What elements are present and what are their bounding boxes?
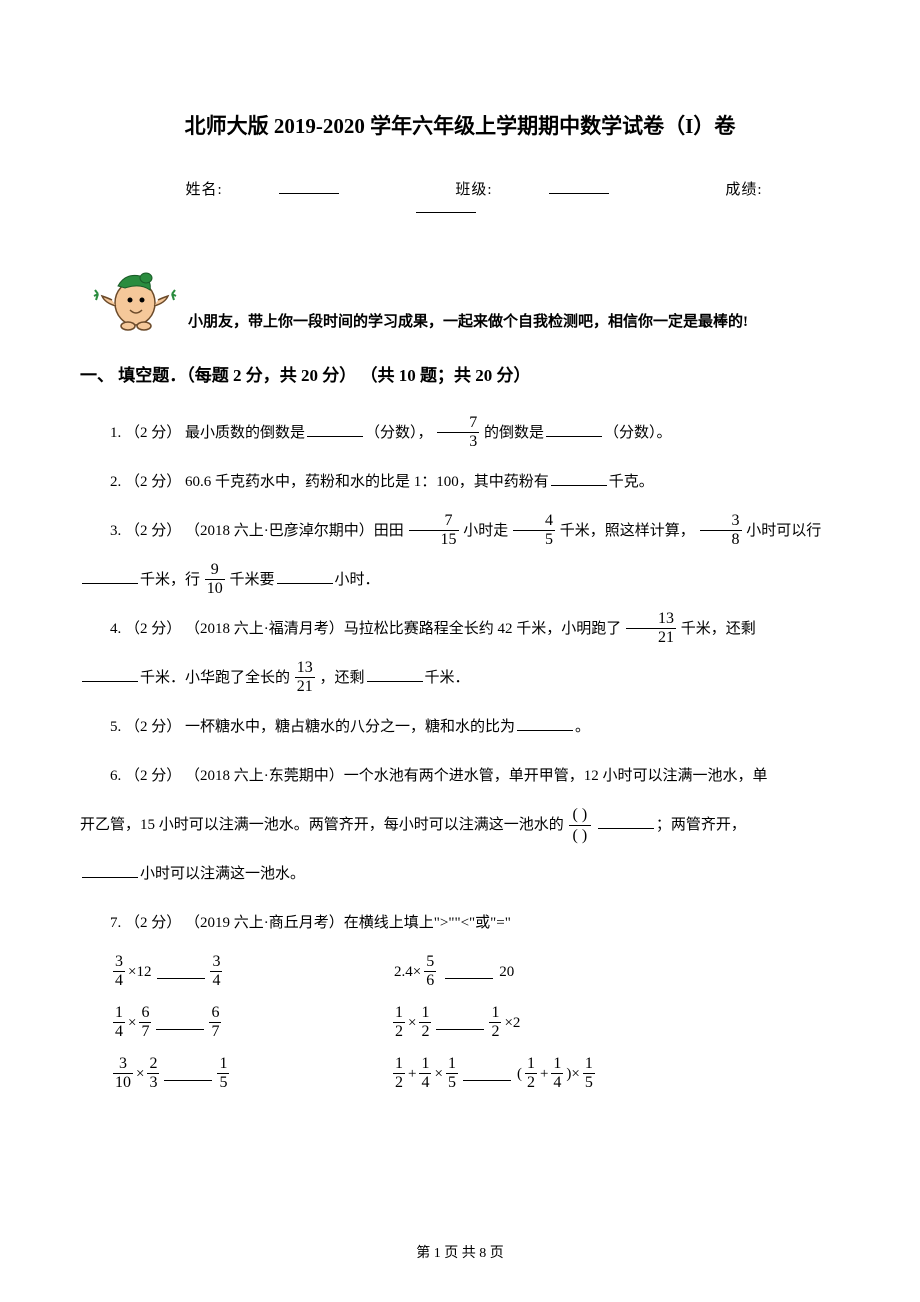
q4-blank-1: [82, 668, 138, 682]
cmp-2-left: 14 × 67 67: [112, 1006, 392, 1041]
cmp-3-right: 12 + 14 × 15 ( 12 + 14 )× 15: [392, 1057, 596, 1092]
question-6-cont2: 小时可以注满这一池水。: [80, 855, 840, 894]
encourage-text: 小朋友，带上你一段时间的学习成果，一起来做个自我检测吧，相信你一定是最棒的!: [180, 310, 748, 333]
compare-row-1: 34 ×12 34 2.4× 56 20: [112, 955, 840, 990]
q3-blank-2: [277, 570, 333, 584]
cmp-blank-2l: [156, 1018, 204, 1030]
cmp-blank-1r: [445, 967, 493, 979]
cmp-blank-3r: [463, 1069, 511, 1081]
question-5: 5. （2 分） 一杯糖水中，糖占糖水的八分之一，糖和水的比为。: [80, 708, 840, 747]
question-7: 7. （2 分） （2019 六上·商丘月考）在横线上填上">""<"或"=": [80, 904, 840, 943]
question-6: 6. （2 分） （2018 六上·东莞期中）一个水池有两个进水管，单开甲管，1…: [80, 757, 840, 796]
question-6-cont1: 开乙管，15 小时可以注满一池水。两管齐开，每小时可以注满这一池水的 ( )( …: [80, 806, 840, 845]
question-1: 1. （2 分） 最小质数的倒数是（分数）， 73 的倒数是（分数）。: [80, 414, 840, 453]
cmp-blank-3l: [164, 1069, 212, 1081]
question-3-cont: 千米，行 910 千米要小时．: [80, 561, 840, 600]
score-blank: [416, 199, 476, 213]
q6-blank-1: [598, 815, 654, 829]
cmp-2-right: 12 × 12 12 ×2: [392, 1006, 522, 1041]
compare-row-3: 310 × 23 15 12 + 14 × 15 ( 12 + 14 )× 15: [112, 1057, 840, 1092]
question-3: 3. （2 分） （2018 六上·巴彦淖尔期中）田田 715 小时走 45 千…: [80, 512, 840, 551]
class-label: 班级:: [427, 182, 636, 198]
cmp-3-left: 310 × 23 15: [112, 1057, 392, 1092]
q5-blank-1: [517, 717, 573, 731]
q4-frac-1: 1321: [626, 611, 676, 646]
q3-frac-4: 910: [205, 562, 225, 597]
cmp-1-right: 2.4× 56 20: [392, 955, 516, 990]
q3-frac-1: 715: [409, 513, 459, 548]
exam-title: 北师大版 2019-2020 学年六年级上学期期中数学试卷（I）卷: [80, 110, 840, 140]
q1-blank-1: [307, 423, 363, 437]
cmp-blank-2r: [436, 1018, 484, 1030]
q6-blank-2: [82, 864, 138, 878]
q1-blank-2: [546, 423, 602, 437]
page-footer: 第 1 页 共 8 页: [0, 1242, 920, 1262]
question-2: 2. （2 分） 60.6 千克药水中，药粉和水的比是 1：100，其中药粉有千…: [80, 463, 840, 502]
question-4-cont: 千米．小华跑了全长的 1321 ，还剩千米．: [80, 659, 840, 698]
q3-frac-2: 45: [513, 513, 555, 548]
name-label: 姓名:: [157, 182, 366, 198]
name-blank: [279, 180, 339, 194]
section-1-title: 一、 填空题．（每题 2 分，共 20 分） （共 10 题；共 20 分）: [80, 361, 840, 386]
q3-frac-3: 38: [700, 513, 742, 548]
student-info-row: 姓名: 班级: 成绩:: [80, 178, 840, 218]
mascot-section: 小朋友，带上你一段时间的学习成果，一起来做个自我检测吧，相信你一定是最棒的!: [80, 258, 840, 333]
q4-frac-2: 1321: [295, 660, 315, 695]
question-4: 4. （2 分） （2018 六上·福清月考）马拉松比赛路程全长约 42 千米，…: [80, 610, 840, 649]
cmp-blank-1l: [157, 967, 205, 979]
class-blank: [549, 180, 609, 194]
cmp-1-left: 34 ×12 34: [112, 955, 392, 990]
q4-blank-2: [367, 668, 423, 682]
q6-frac-paren: ( )( ): [569, 807, 592, 844]
mascot-icon: [90, 258, 180, 333]
q1-frac-1: 73: [437, 415, 479, 450]
compare-grid: 34 ×12 34 2.4× 56 20 14 × 67 67 12 × 12 …: [80, 955, 840, 1092]
compare-row-2: 14 × 67 67 12 × 12 12 ×2: [112, 1006, 840, 1041]
q2-blank-1: [551, 472, 607, 486]
q3-blank-1: [82, 570, 138, 584]
